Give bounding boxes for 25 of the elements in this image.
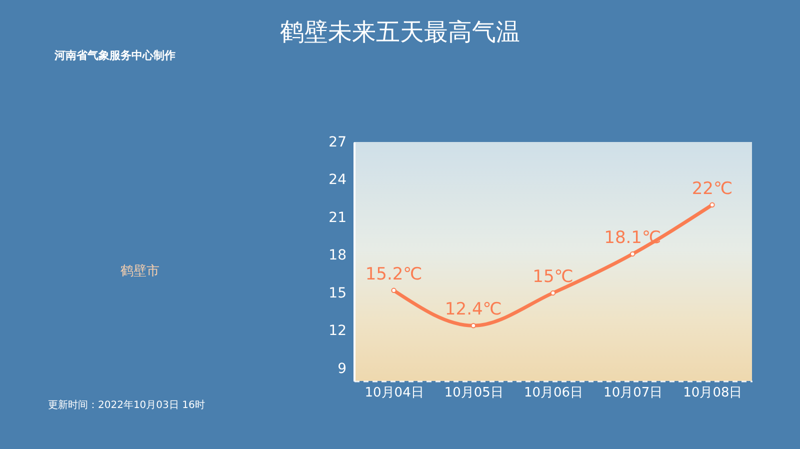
y-tick-label: 21 <box>328 210 346 226</box>
x-tick-label: 10月06日 <box>524 386 584 400</box>
y-tick-label: 12 <box>328 323 346 340</box>
x-tick-label: 10月04日 <box>364 386 424 400</box>
data-label: 22℃ <box>692 178 733 199</box>
y-tick-label: 18 <box>328 248 346 264</box>
point <box>710 202 715 208</box>
point <box>550 290 556 296</box>
text: 河南省气象服务中心制作 <box>54 49 176 62</box>
x-tick-label: 10月08日 <box>683 386 742 400</box>
data-label: 15℃ <box>532 266 574 287</box>
text: 更新时间：2022年10月03日 16时 <box>48 399 205 411</box>
point <box>391 288 396 294</box>
text: 鹤壁市 <box>120 264 160 279</box>
data-label: 18.1℃ <box>604 228 662 248</box>
y-tick-label: 15 <box>328 285 346 302</box>
point <box>630 251 636 257</box>
chart-title: 鹤壁未来五天最高气温 <box>280 18 520 46</box>
x-tick-label: 10月05日 <box>444 386 504 400</box>
data-label: 15.2℃ <box>365 264 422 284</box>
x-tick-label: 10月07日 <box>604 386 663 400</box>
y-tick-label: 24 <box>328 172 347 188</box>
data-label: 12.4℃ <box>444 300 502 320</box>
y-tick-label: 27 <box>328 134 346 150</box>
y-tick-label: 9 <box>338 360 346 377</box>
